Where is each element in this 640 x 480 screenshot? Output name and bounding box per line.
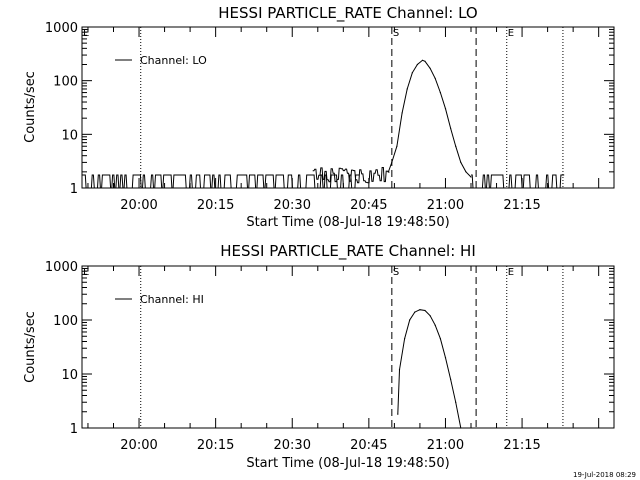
x-tick-label: 20:30 <box>274 198 311 213</box>
y-tick-label: 1000 <box>45 260 78 275</box>
data-point <box>439 92 441 94</box>
x-tick-label: 21:15 <box>503 198 540 213</box>
data-point <box>411 72 413 74</box>
y-tick-label: 1 <box>70 182 78 197</box>
y-tick-label: 100 <box>53 75 78 90</box>
data-point <box>444 108 447 110</box>
data-point <box>455 401 457 403</box>
plot-frame <box>81 265 615 429</box>
noise-trace <box>312 167 390 184</box>
data-point <box>460 427 462 429</box>
data-point <box>455 145 457 147</box>
data-point <box>396 145 398 147</box>
data-point <box>397 413 399 415</box>
data-point <box>424 309 426 312</box>
time-marker-label: E <box>83 267 89 278</box>
data-point <box>470 176 472 178</box>
legend-entry: Channel: HI <box>140 293 204 306</box>
data-point <box>465 171 467 173</box>
data-point <box>419 309 421 311</box>
x-tick-label: 20:30 <box>274 438 311 453</box>
chart-title: HESSI PARTICLE_RATE Channel: LO <box>218 4 477 23</box>
data-point <box>429 315 431 317</box>
x-tick-label: 21:15 <box>503 438 540 453</box>
y-tick-label: 10 <box>61 368 78 383</box>
x-tick-label: 20:45 <box>350 438 387 453</box>
data-point <box>424 60 426 62</box>
series-line <box>397 309 462 429</box>
legend-entry: Channel: LO <box>140 54 207 67</box>
x-axis-label: Start Time (08-Jul-18 19:48:50) <box>246 215 449 230</box>
data-point <box>404 338 406 340</box>
series-line <box>387 59 472 178</box>
plot-frame <box>81 26 615 189</box>
x-tick-label: 20:45 <box>350 198 387 213</box>
y-axis-label: Counts/sec <box>23 311 38 383</box>
data-point <box>450 127 452 129</box>
noise-trace <box>82 174 359 189</box>
y-tick-label: 100 <box>53 314 78 329</box>
time-marker-label: S <box>393 267 399 278</box>
data-point <box>406 88 408 90</box>
x-tick-label: 20:00 <box>120 198 157 213</box>
time-marker-label: E <box>508 28 514 39</box>
data-point <box>434 77 436 79</box>
y-tick-label: 1 <box>70 422 78 437</box>
data-point <box>416 63 418 66</box>
chart-hi: HESSI PARTICLE_RATE Channel: HI Counts/s… <box>23 242 615 471</box>
data-point <box>429 67 431 69</box>
noise-trace <box>471 174 565 189</box>
data-point <box>387 171 389 173</box>
chart-title: HESSI PARTICLE_RATE Channel: HI <box>220 242 476 261</box>
footer-timestamp: 19-Jul-2018 08:29 <box>573 471 636 479</box>
data-point <box>460 161 462 163</box>
x-tick-label: 20:00 <box>120 438 157 453</box>
x-tick-label: 20:15 <box>197 438 234 453</box>
data-point <box>421 59 424 61</box>
data-point <box>439 338 441 340</box>
time-marker-label: E <box>508 267 514 278</box>
y-axis-label: Counts/sec <box>23 71 38 143</box>
data-point <box>401 112 403 114</box>
data-point <box>450 378 452 380</box>
x-axis-label: Start Time (08-Jul-18 19:48:50) <box>246 456 449 471</box>
time-marker-label: S <box>393 28 399 39</box>
data-point <box>444 357 447 359</box>
time-marker-label: E <box>83 28 89 39</box>
x-tick-label: 21:00 <box>427 198 464 213</box>
data-point <box>398 369 401 371</box>
data-point <box>409 319 411 321</box>
y-tick-label: 10 <box>61 128 78 143</box>
x-tick-label: 20:15 <box>197 198 234 213</box>
data-point <box>434 324 436 326</box>
y-tick-label: 1000 <box>45 21 78 36</box>
x-tick-label: 21:00 <box>427 438 464 453</box>
data-point <box>414 311 416 313</box>
chart-lo: HESSI PARTICLE_RATE Channel: LO Counts/s… <box>23 4 615 230</box>
data-point <box>391 161 393 163</box>
